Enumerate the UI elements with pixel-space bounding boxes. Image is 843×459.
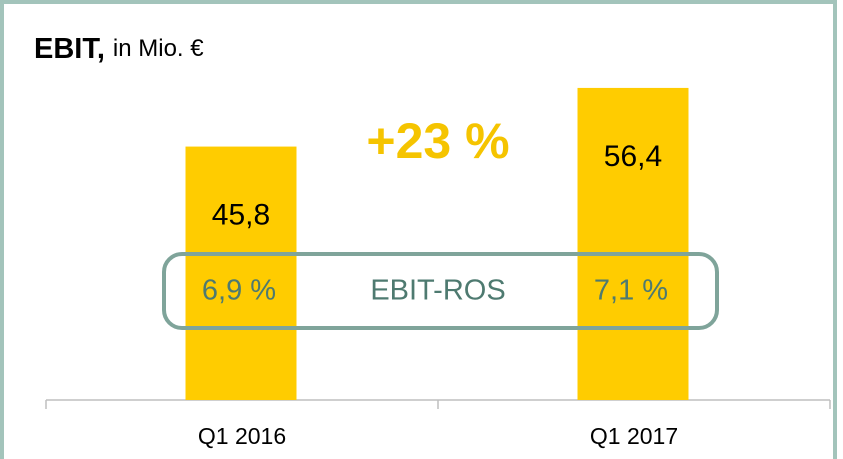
change-label: +23 %: [366, 113, 509, 169]
chart-title: EBIT, in Mio. €: [34, 33, 204, 65]
x-tick-label: Q1 2017: [590, 423, 678, 449]
bar: [185, 146, 297, 400]
x-tick-label: Q1 2016: [198, 423, 286, 449]
title-unit: in Mio. €: [113, 35, 204, 62]
title-main: EBIT,: [34, 33, 105, 65]
value-label: 56,4: [604, 140, 662, 173]
ros-label: 7,1 %: [594, 275, 668, 307]
ros-name: EBIT-ROS: [370, 275, 505, 307]
ros-box: [162, 252, 719, 330]
value-label: 45,8: [212, 198, 270, 231]
bar: [577, 87, 689, 401]
ros-label: 6,9 %: [202, 275, 276, 307]
